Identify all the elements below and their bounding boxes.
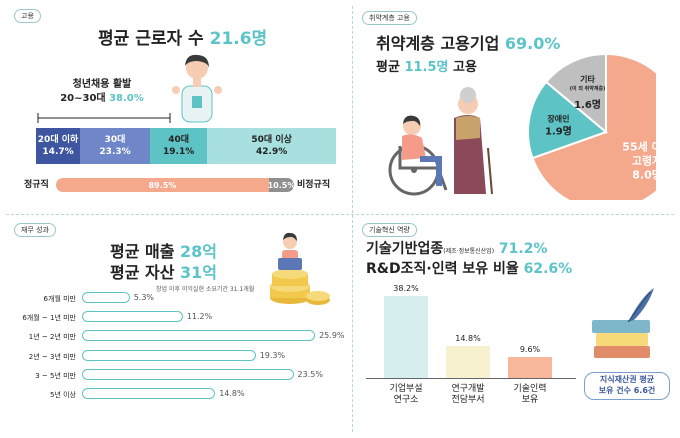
period-bar (82, 330, 316, 342)
age-bar-segment: 40대 19.1% (150, 128, 208, 164)
finance-title-sales: 평균 매출 28억 (110, 242, 218, 261)
section-tag-vulnerable: 취약계층 고용 (362, 11, 417, 25)
period-category-label: 5년 이상 (50, 391, 76, 399)
pie-label: 55세 이상 (622, 140, 656, 154)
pie-slice (544, 52, 607, 135)
period-bar (82, 349, 256, 361)
worker-illustration (172, 54, 222, 123)
contract-bar-irregular: 10.5% (268, 178, 295, 192)
rnd-category-label: 전담부서 (451, 395, 485, 405)
rnd-category-label: 보유 (521, 395, 539, 405)
vulnerable-title: 취약계층 고용기업 69.0% (376, 34, 561, 53)
section-tag-employment: 고용 (14, 9, 41, 23)
youth-hiring-note: 청년채용 활발 20~30대 38.0% (60, 79, 144, 104)
age-stacked-bar: 20대 이하 14.7% 30대 23.3% 40대 19.1% 50대 이상 42.9% (36, 128, 336, 164)
contract-bar-regular: 89.5% (56, 178, 269, 192)
rnd-category-label: 기술인력 (513, 384, 547, 394)
pie-slice (527, 80, 608, 160)
age-bar-segment: 50대 이상 42.9% (207, 128, 336, 164)
period-category-label: 6개월 미만 (43, 295, 76, 303)
pie-label: 장애인 (547, 113, 569, 123)
period-value-label: 19.3% (259, 350, 286, 360)
vulnerable-subtitle: 평균 11.5명 고용 (376, 60, 477, 75)
pie-label: 기타 (580, 74, 595, 84)
vertical-divider (352, 6, 353, 432)
rnd-title: R&D조직·인력 보유 비율 62.6% (366, 261, 573, 277)
rnd-category-label: 기업부설 (389, 384, 423, 394)
care-illustration (388, 87, 493, 196)
period-bar (82, 292, 130, 303)
rnd-bar (508, 357, 552, 378)
horizontal-divider (6, 214, 674, 215)
rnd-value-label: 9.6% (519, 345, 541, 355)
contract-label-regular: 정규직 (24, 180, 49, 190)
contract-label-irregular: 비정규직 (297, 180, 331, 190)
rnd-category-label: 연구개발 (451, 384, 485, 394)
pie-label: 1.9명 (545, 124, 572, 137)
profit-period-note: 창업 이후 이익실현 소요기간 31.1개월 (156, 286, 255, 293)
age-bar-value: 19.1% (163, 147, 195, 157)
rnd-bar (384, 295, 428, 378)
books-illustration (592, 288, 654, 358)
finance-title-assets: 평균 자산 31억 (110, 263, 218, 282)
period-value-label: 14.8% (219, 389, 245, 398)
pie-label: 고령자 (632, 154, 656, 168)
period-category-label: 1년 ~ 2년 미만 (28, 333, 76, 342)
pie-label: 1.6명 (574, 98, 601, 111)
age-bar-segment: 20대 이하 14.7% (36, 128, 81, 164)
period-bar (82, 311, 183, 323)
period-category-label: 6개월 ~ 1년 미만 (22, 314, 76, 323)
period-value-label: 11.2% (186, 312, 213, 322)
pie-label: 8.0명 (632, 168, 656, 182)
contract-bar: 정규직 89.5% 10.5% 비정규직 (24, 176, 348, 194)
rnd-value-label: 14.8% (455, 334, 481, 344)
rnd-bar-chart: 38.2% 기업부설 연구소 14.8% 연구개발 전담부서 9.6% 기술인력 보유 (366, 280, 586, 416)
period-category-label: 2년 ~ 3년 미만 (28, 352, 76, 361)
age-bar-value: 23.3% (99, 147, 131, 157)
youth-bracket (37, 113, 171, 123)
pie-label: (이 외 취약계층) (570, 85, 606, 92)
age-bar-value: 14.7% (42, 147, 74, 157)
rnd-value-label: 38.2% (393, 283, 419, 293)
age-bar-value: 42.9% (256, 147, 288, 157)
section-tag-tech: 기술혁신 역량 (362, 223, 417, 237)
pie-slice (531, 52, 656, 200)
employees-title: 평균 근로자 수 21.6명 (98, 29, 268, 49)
age-bar-category: 20대 이하 (37, 134, 79, 145)
age-bar-category: 40대 (168, 134, 190, 145)
age-bar-category: 30대 (104, 134, 126, 145)
period-value-label: 23.5% (297, 369, 323, 379)
rnd-category-label: 연구소 (393, 395, 419, 405)
tech-based-title: 기술기반업종(제조·정보통신산업) 71.2% (366, 241, 548, 257)
period-category-label: 3 ~ 5년 미만 (35, 371, 76, 380)
coins-illustration (270, 232, 330, 305)
section-tag-finance: 재무 성과 (14, 223, 56, 237)
age-bar-category: 50대 이상 (251, 134, 292, 145)
period-value-label: 5.3% (133, 293, 155, 302)
rnd-baseline (366, 378, 576, 379)
period-value-label: 25.9% (319, 331, 345, 341)
rnd-bar (446, 346, 490, 378)
period-bar (82, 368, 294, 380)
profit-period-chart: 6개월 미만 5.3% 6개월 ~ 1년 미만 11.2% 1년 ~ 2년 미만 25.9… (6, 292, 350, 408)
period-bar (82, 388, 216, 399)
ip-holding-badge: 지식재산권 평균 보유 건수 6.6건 (584, 372, 670, 400)
age-bar-segment: 30대 23.3% (80, 128, 150, 164)
